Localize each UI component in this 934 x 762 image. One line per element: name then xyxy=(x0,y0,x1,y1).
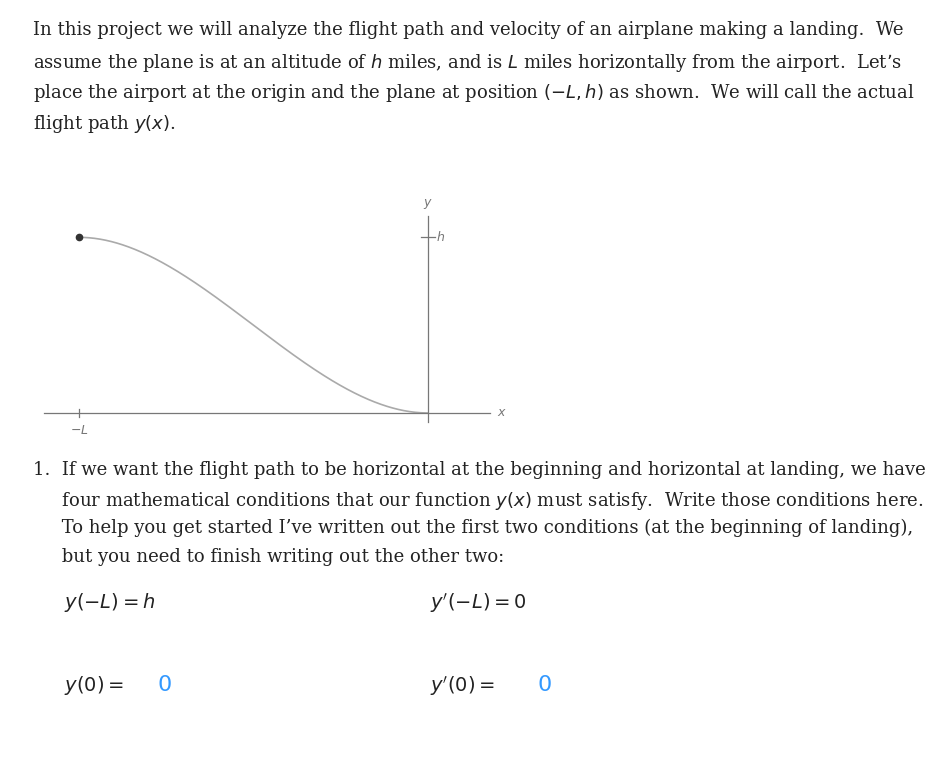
Text: flight path $y(x)$.: flight path $y(x)$. xyxy=(33,113,176,135)
Text: $y(-L) = h$: $y(-L) = h$ xyxy=(64,591,155,613)
Text: $-L$: $-L$ xyxy=(70,424,89,437)
Text: $0$: $0$ xyxy=(157,674,172,696)
Text: $y'(0) = $: $y'(0) = $ xyxy=(430,674,495,698)
Text: $y(0) = $: $y(0) = $ xyxy=(64,674,123,697)
Text: In this project we will analyze the flight path and velocity of an airplane maki: In this project we will analyze the flig… xyxy=(33,21,903,40)
Text: 1.  If we want the flight path to be horizontal at the beginning and horizontal : 1. If we want the flight path to be hori… xyxy=(33,461,926,479)
Text: $h$: $h$ xyxy=(436,230,446,245)
Text: place the airport at the origin and the plane at position $(-L, h)$ as shown.  W: place the airport at the origin and the … xyxy=(33,82,914,104)
Text: four mathematical conditions that our function $y(x)$ must satisfy.  Write those: four mathematical conditions that our fu… xyxy=(33,490,923,512)
Text: $y'(-L) = 0$: $y'(-L) = 0$ xyxy=(430,591,526,614)
Text: $y$: $y$ xyxy=(423,197,432,211)
Text: $0$: $0$ xyxy=(537,674,552,696)
Text: but you need to finish writing out the other two:: but you need to finish writing out the o… xyxy=(33,548,504,566)
Text: $x$: $x$ xyxy=(498,406,507,419)
Text: assume the plane is at an altitude of $h$ miles, and is $L$ miles horizontally f: assume the plane is at an altitude of $h… xyxy=(33,52,901,74)
Text: To help you get started I’ve written out the first two conditions (at the beginn: To help you get started I’ve written out… xyxy=(33,519,913,537)
